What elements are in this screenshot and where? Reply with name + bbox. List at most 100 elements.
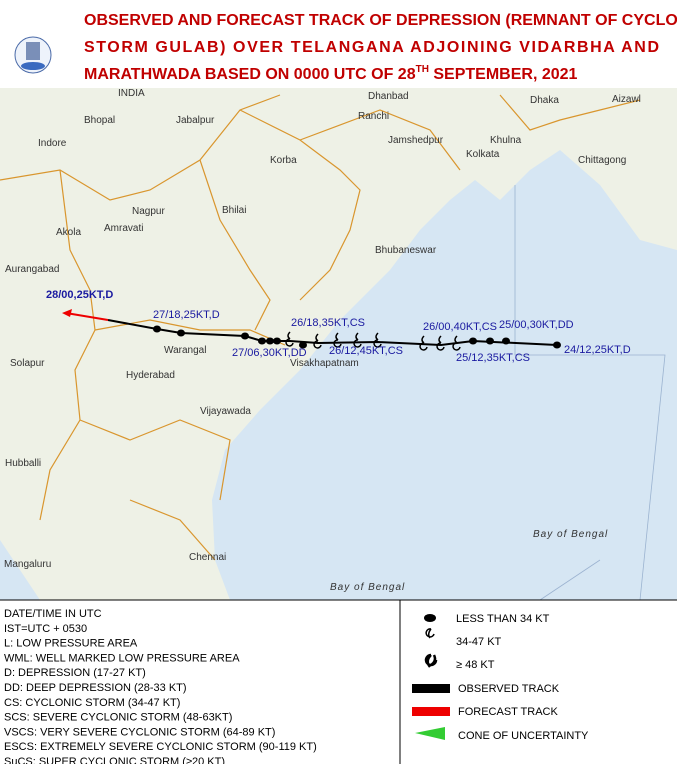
track-label: 26/12,45KT,CS [329,345,403,357]
legend-text: ESCS: EXTREMELY SEVERE CYCLONIC STORM (9… [4,741,317,753]
legend-text: IST=UTC + 0530 [4,623,87,635]
track-point [553,341,561,349]
place-label: Aurangabad [5,264,60,275]
legend-text: DATE/TIME IN UTC [4,608,102,620]
track-point [153,325,161,333]
legend-text: SCS: SEVERE CYCLONIC STORM (48-63KT) [4,712,232,724]
legend-dot [424,614,436,622]
track-label: 25/12,35KT,CS [456,352,530,364]
track-label: 27/18,25KT,D [153,309,220,321]
legend-text: 34-47 KT [456,636,502,648]
title-text: MARATHWADA BASED ON 0000 UTC OF 28 [84,66,416,83]
track-label: 28/00,25KT,D [46,289,113,301]
legend-text: CS: CYCLONIC STORM (34-47 KT) [4,697,180,709]
legend-text: L: LOW PRESSURE AREA [4,638,138,650]
place-label: Dhanbad [368,91,409,102]
map [0,88,677,601]
place-label: Jamshedpur [388,135,444,146]
track-point [258,337,266,345]
track-label: 27/06,30KT,DD [232,347,307,359]
title-text: SEPTEMBER, 2021 [429,66,578,83]
place-label: Bhopal [84,115,115,126]
place-label: Hubballi [5,458,41,469]
legend-left: DATE/TIME IN UTC IST=UTC + 0530 L: LOW PRE… [4,608,317,764]
cyclone-symbol [373,332,382,348]
track-point [177,329,185,337]
place-label: Vijayawada [200,406,251,417]
place-label: Bay of Bengal [330,582,405,593]
track-label: 26/00,40KT,CS [423,321,497,333]
place-label: Jabalpur [176,115,215,126]
place-label: Amravati [104,223,143,234]
legend-text: WML: WELL MARKED LOW PRESSURE AREA [4,652,240,664]
cyclone-symbol [285,331,294,347]
track-point [486,337,494,345]
legend-text: OBSERVED TRACK [458,683,560,695]
place-label: Chennai [189,552,226,563]
legend-text: FORECAST TRACK [458,706,558,718]
legend-cone [415,727,445,740]
place-labels: INDIA Bhopal Jabalpur Indore Korba Dhanbad Ran… [4,88,641,593]
cyclone-symbol [452,335,461,351]
legend-text: CONE OF UNCERTAINTY [458,730,589,742]
legend-text: SuCS: SUPER CYCLONIC STORM (≥20 KT) [4,756,225,764]
place-label: Visakhapatnam [290,358,359,369]
logo [14,36,52,74]
legend-forecast [412,707,450,716]
place-label: Warangal [164,345,206,356]
place-label: Kolkata [466,149,500,160]
place-label: Bay of Bengal [533,529,608,540]
track-labels: 28/00,25KT,D 27/18,25KT,D 27/06,30KT,DD 26/… [46,289,631,364]
place-label: Akola [56,227,81,238]
track [62,309,561,351]
place-label: Korba [270,155,297,166]
cyclone-symbol [419,335,428,351]
track-point [273,337,281,345]
sea [212,150,677,600]
track-label: 24/12,25KT,D [564,344,631,356]
cyclone-symbol [353,332,362,348]
place-label: Dhaka [530,95,559,106]
cyclone-symbol [313,333,322,349]
place-label: Nagpur [132,206,165,217]
superscript: TH [416,64,429,75]
title-line: MARATHWADA BASED ON 0000 UTC OF 28TH SEP… [84,64,578,83]
place-label: Chittagong [578,155,626,166]
place-label: Bhubaneswar [375,245,437,256]
observed-track [107,319,558,347]
place-label: INDIA [118,88,145,99]
place-label: Bhilai [222,205,246,216]
track-point [502,337,510,345]
title-line: OBSERVED AND FORECAST TRACK OF DEPRESSIO… [84,12,677,29]
legend-text: ≥ 48 KT [456,659,495,671]
legend-cyclone [425,628,435,639]
legend-text: DD: DEEP DEPRESSION (28-33 KT) [4,682,187,694]
cyclone-symbol [333,332,342,348]
place-label: Aizawl [612,94,641,105]
track-label: 26/18,35KT,CS [291,317,365,329]
cyclone-symbol [436,335,445,351]
legend-text: D: DEPRESSION (17-27 KT) [4,667,146,679]
place-label: Indore [38,138,67,149]
forecast-track [65,312,109,321]
place-label: Mangaluru [4,559,51,570]
place-label: Hyderabad [126,370,175,381]
legend-observed [412,684,450,693]
legend-text: LESS THAN 34 KT [456,613,550,625]
title-line: STORM GULAB) OVER TELANGANA ADJOINING VI… [84,39,659,56]
legend-severe [424,653,438,668]
place-label: Ranchi [358,111,389,122]
track-point [241,332,249,340]
forecast-arrow [62,309,72,317]
sea [0,540,40,600]
track-label: 25/00,30KT,DD [499,319,574,331]
place-label: Khulna [490,135,522,146]
track-point [299,341,307,349]
track-point [266,337,274,345]
legend-right: LESS THAN 34 KT 34-47 KT ≥ 48 KT OBSERVED T… [412,613,589,742]
track-point [469,337,477,345]
legend-text: VSCS: VERY SEVERE CYCLONIC STORM (64-89 … [4,726,275,738]
place-label: Solapur [10,358,45,369]
boundaries [0,94,641,561]
